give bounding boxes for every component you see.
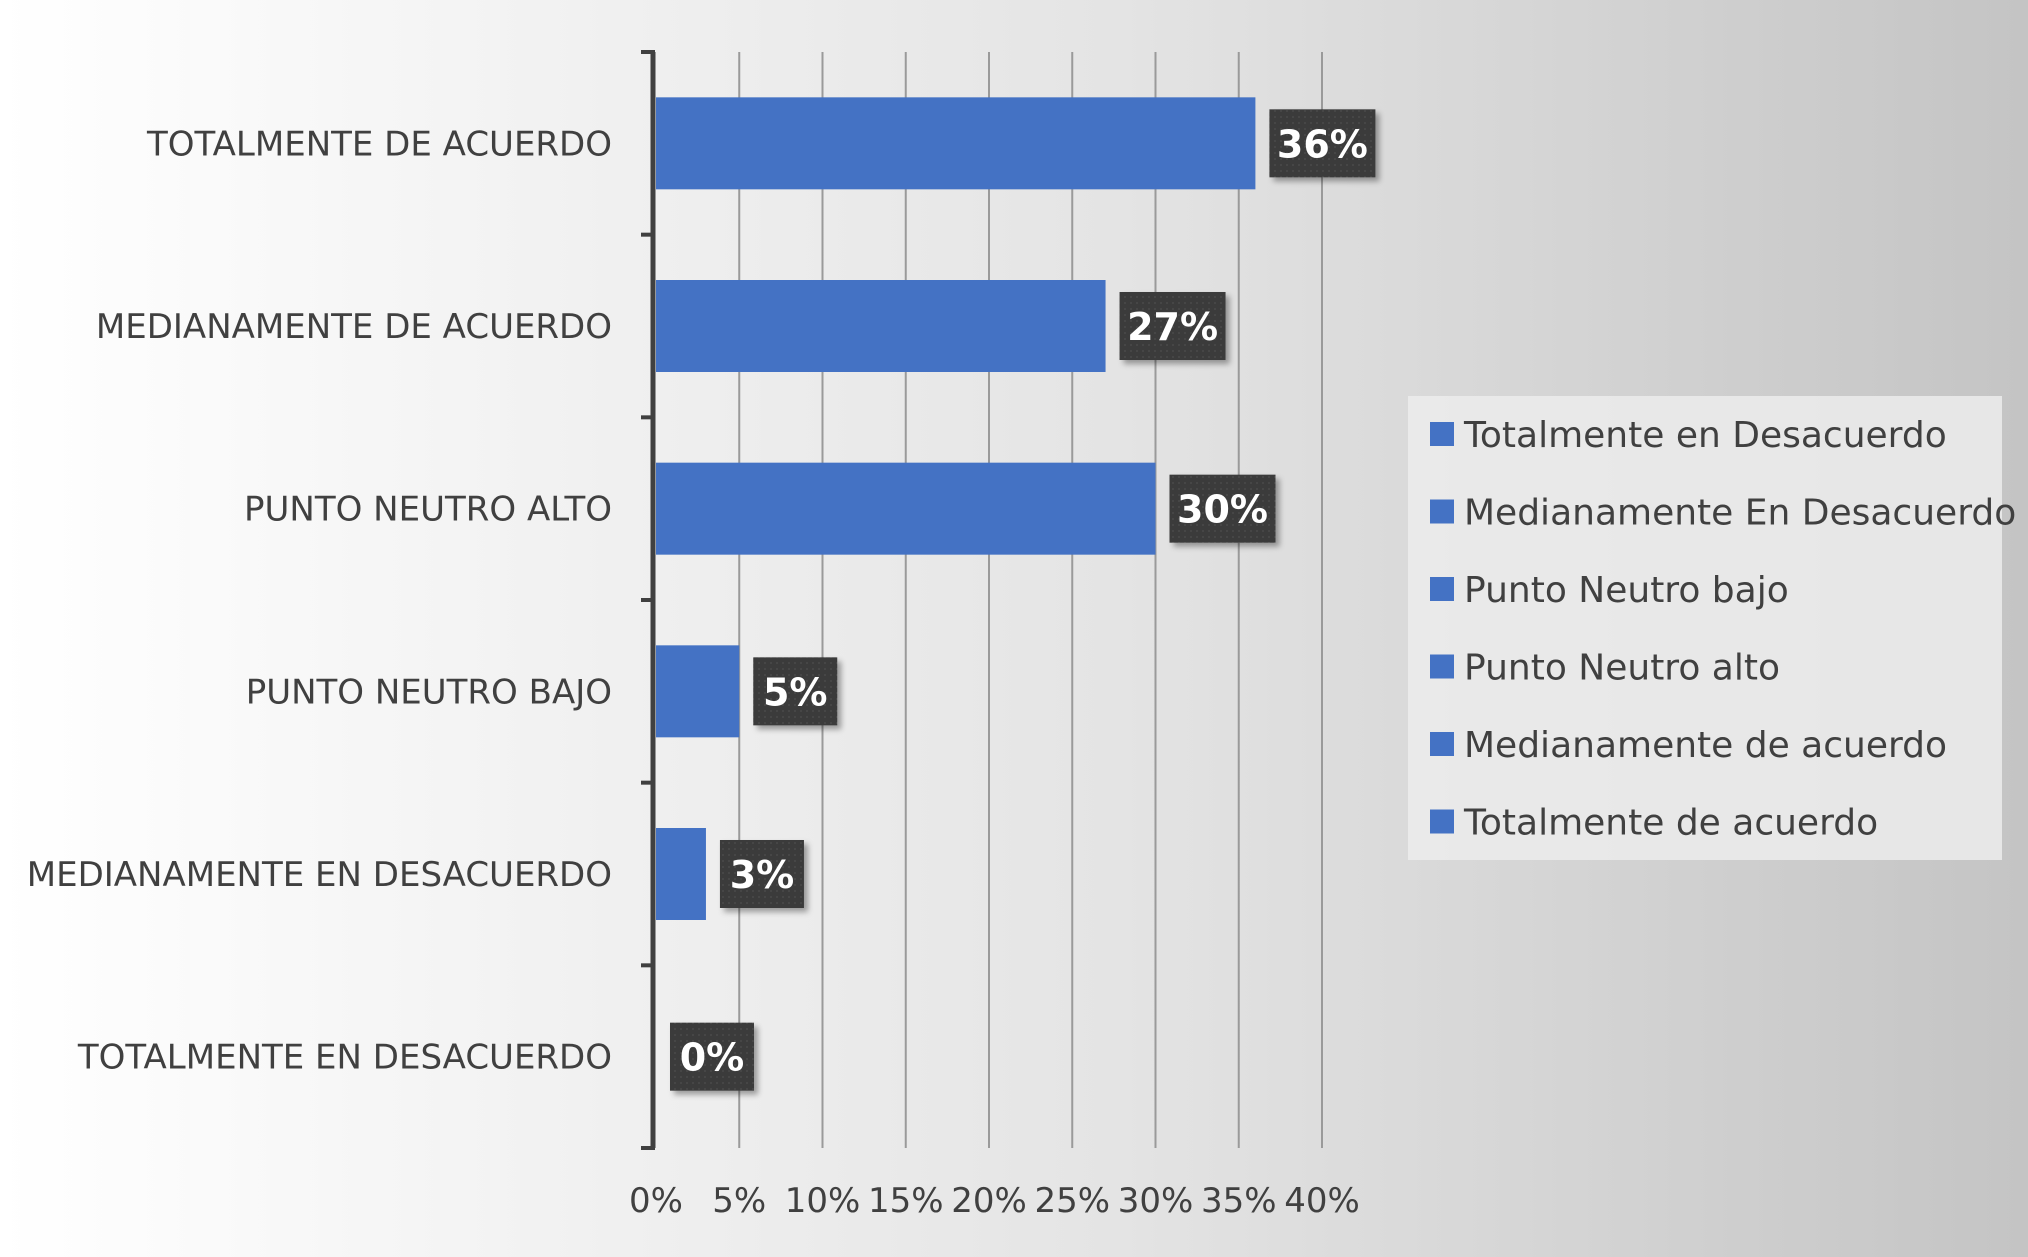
category-label: MEDIANAMENTE EN DESACUERDO: [27, 855, 612, 895]
legend-label: Punto Neutro alto: [1464, 648, 1780, 689]
x-tick-label: 25%: [1034, 1181, 1110, 1221]
legend: Totalmente en Desacuerdo Medianamente En …: [1408, 396, 2016, 860]
data-label: 30%: [1177, 488, 1268, 532]
x-tick-label: 20%: [951, 1181, 1027, 1221]
bar: [656, 828, 706, 920]
data-label-box: [719, 840, 804, 908]
legend-swatch: [1430, 499, 1454, 524]
bar: [656, 280, 1106, 372]
data-label-box: [753, 657, 838, 726]
legend-label: Totalmente de acuerdo: [1463, 803, 1878, 844]
x-tick-label: 0%: [629, 1181, 683, 1221]
data-label-box: [1169, 474, 1276, 543]
x-tick-label: 10%: [785, 1181, 861, 1221]
data-label: 5%: [763, 670, 828, 714]
category-label: TOTALMENTE DE ACUERDO: [146, 124, 612, 164]
data-label-box: [670, 1022, 754, 1091]
data-label: 36%: [1277, 122, 1368, 166]
legend-label: Medianamente En Desacuerdo: [1464, 493, 2016, 534]
category-label: MEDIANAMENTE DE ACUERDO: [96, 307, 612, 347]
x-tick-label: 5%: [712, 1181, 766, 1221]
legend-swatch: [1430, 577, 1454, 601]
category-label: TOTALMENTE EN DESACUERDO: [77, 1038, 612, 1078]
legend-label: Medianamente de acuerdo: [1464, 725, 1947, 766]
x-axis-ticks: 0% 5% 10% 15% 20% 25% 30% 35% 40%: [629, 1181, 1360, 1221]
x-tick-label: 15%: [868, 1181, 944, 1221]
x-tick-label: 40%: [1284, 1181, 1360, 1221]
gridlines: [738, 52, 1323, 1148]
data-label: 27%: [1127, 305, 1218, 349]
legend-label: Totalmente en Desacuerdo: [1463, 415, 1947, 456]
category-label: PUNTO NEUTRO BAJO: [246, 672, 612, 712]
x-tick-label: 35%: [1201, 1181, 1277, 1221]
bars: [656, 97, 1256, 920]
bar: [656, 97, 1256, 190]
data-labels: 36% 27% 30% 5% 3% 0%: [670, 109, 1376, 1091]
bar: [656, 645, 740, 738]
legend-swatch: [1430, 422, 1454, 446]
legend-label: Punto Neutro bajo: [1464, 570, 1789, 611]
legend-box: [1408, 396, 2002, 860]
x-tick-label: 30%: [1118, 1181, 1194, 1221]
category-axis: TOTALMENTE DE ACUERDO MEDIANAMENTE DE ACU…: [27, 50, 656, 1150]
data-label-box: [1269, 109, 1376, 178]
bar: [656, 462, 1156, 555]
data-label: 0%: [680, 1036, 745, 1080]
legend-swatch: [1430, 809, 1454, 834]
data-label: 3%: [730, 853, 795, 897]
data-label-box: [1119, 292, 1226, 360]
category-label: PUNTO NEUTRO ALTO: [244, 490, 612, 530]
legend-swatch: [1430, 732, 1454, 756]
legend-swatch: [1430, 654, 1454, 679]
